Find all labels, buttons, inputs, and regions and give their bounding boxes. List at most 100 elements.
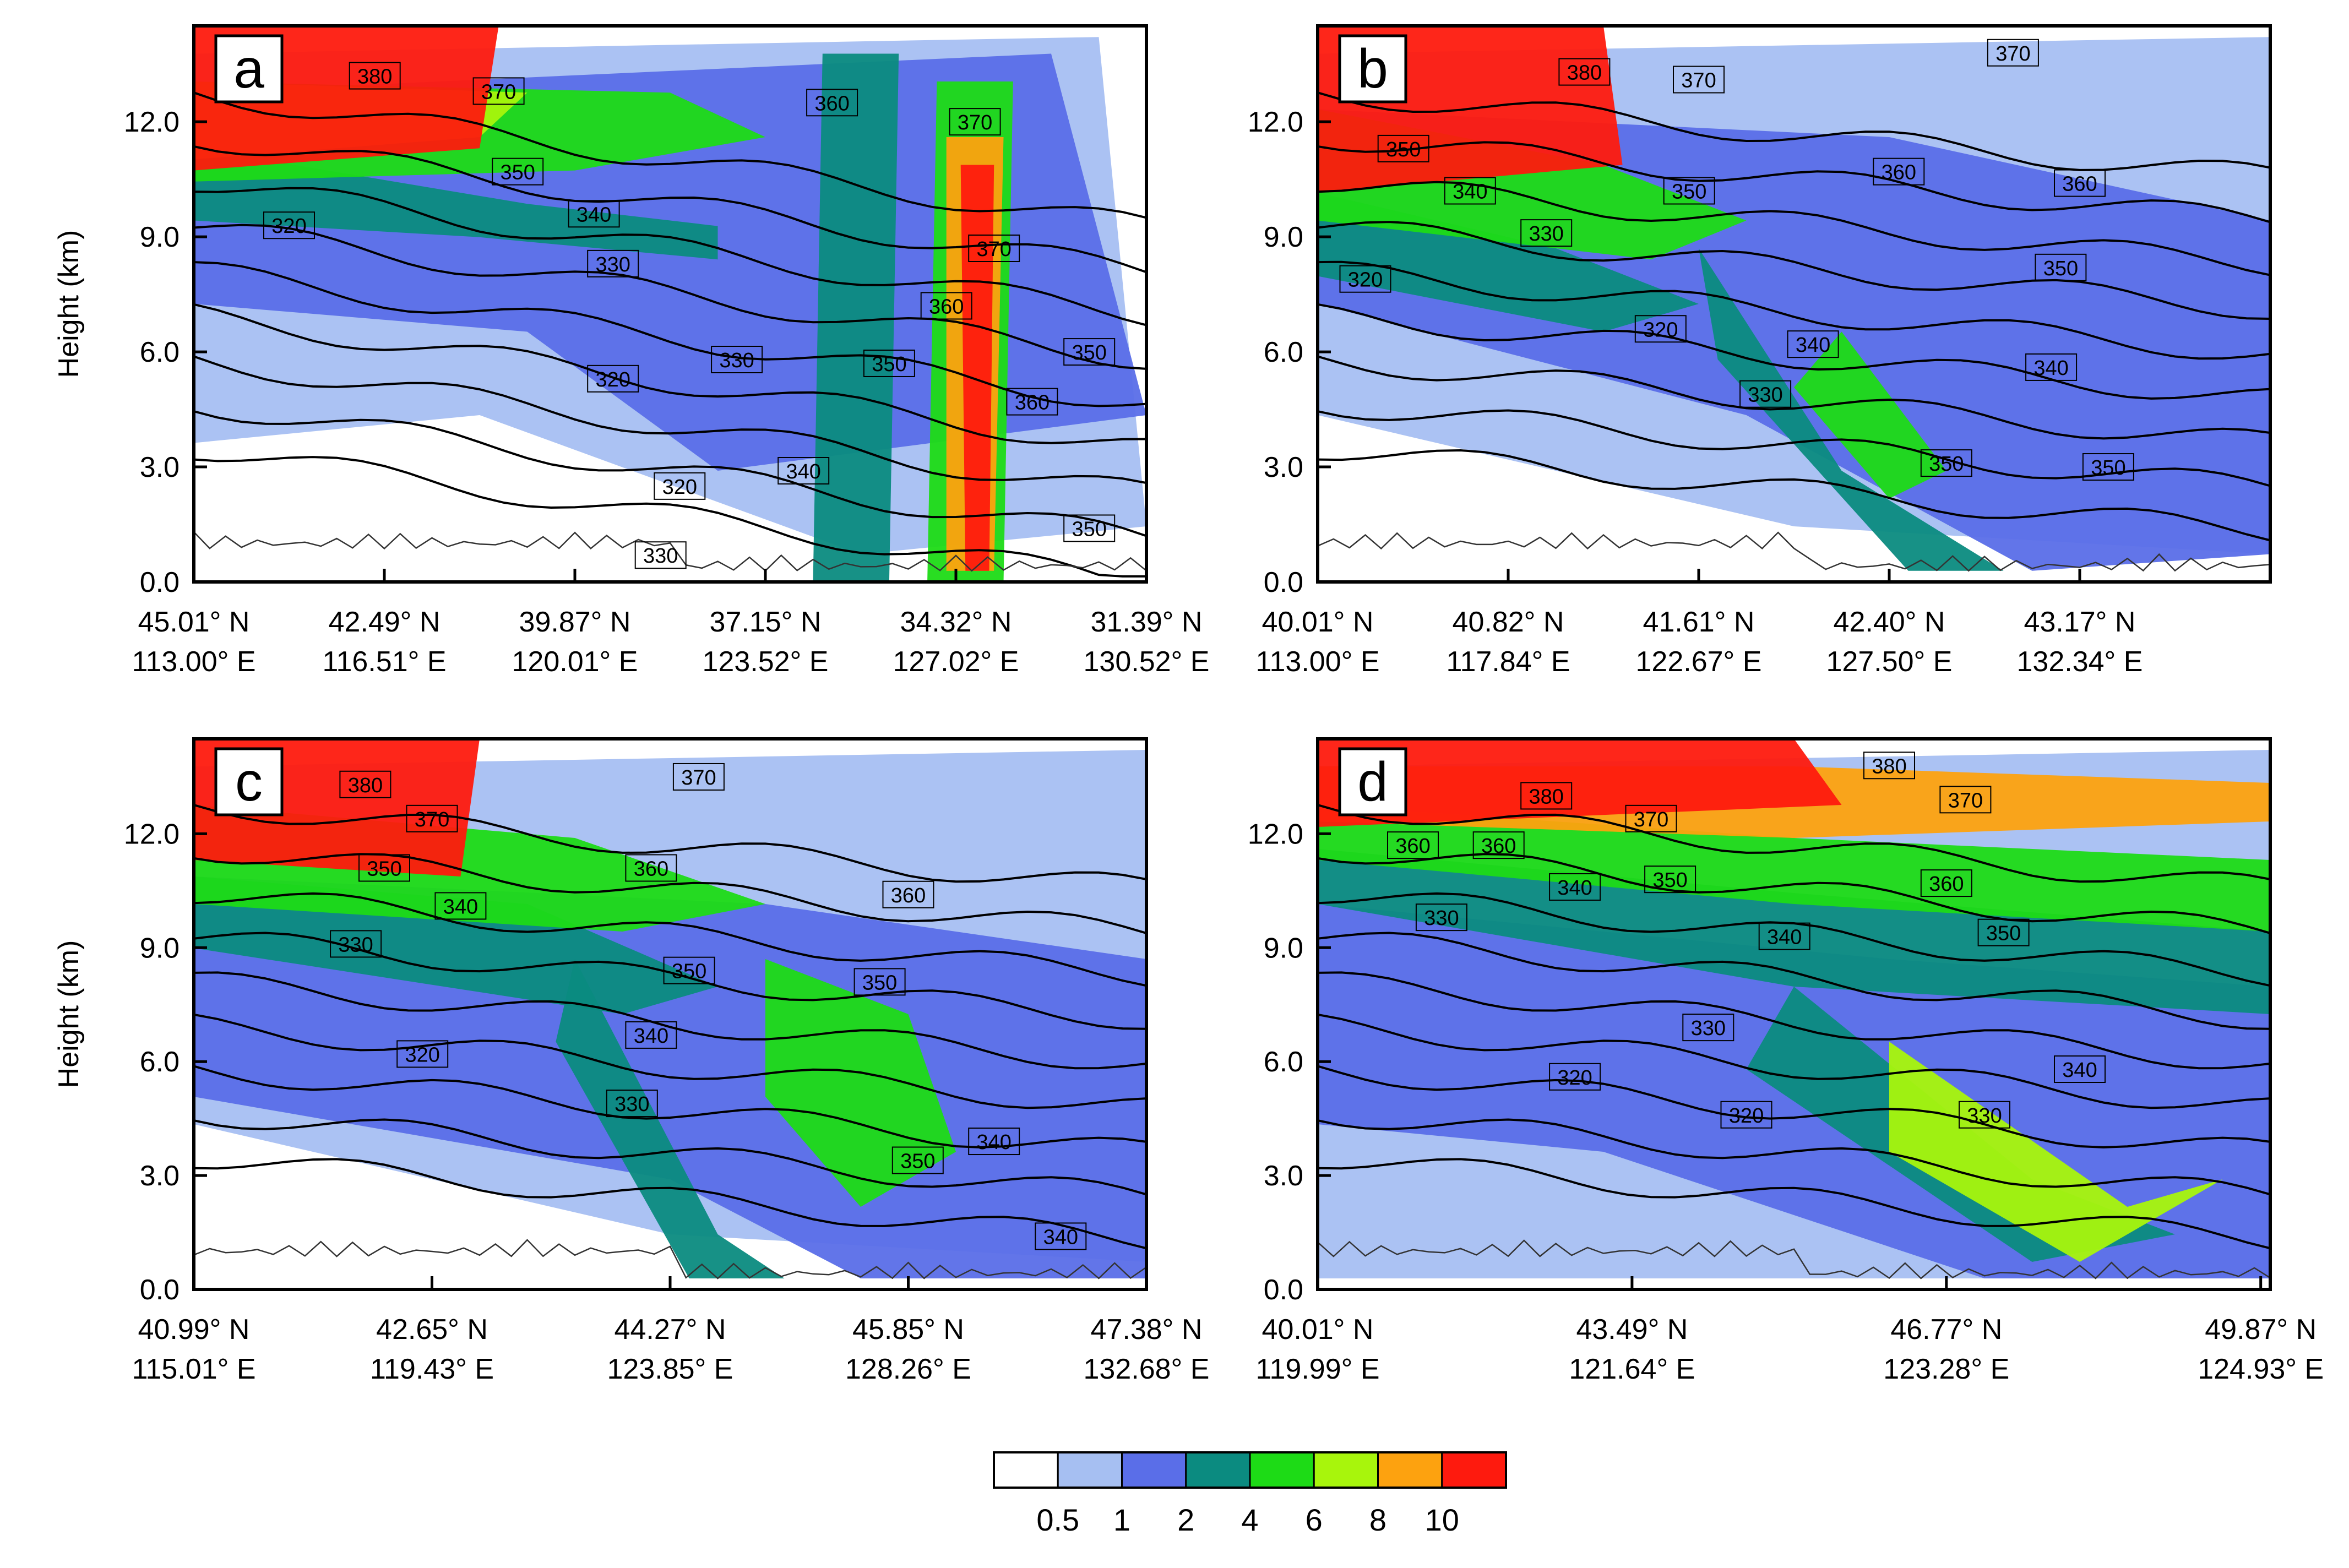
contour-label-box (1673, 66, 1725, 94)
contour-label: 350 (1386, 138, 1421, 161)
contour-label: 330 (1424, 907, 1459, 930)
colorbar-label: 8 (1369, 1502, 1386, 1537)
x-tick-label-lon: 124.93° E (2198, 1353, 2324, 1385)
contour-line (1318, 971, 2270, 1070)
shaded-band (1318, 805, 2270, 932)
x-tick-label-lat: 40.01° N (1262, 606, 1374, 638)
panel-label: c (235, 751, 263, 813)
contour-label: 320 (1643, 318, 1678, 341)
contour-label: 340 (1767, 926, 1802, 949)
contour-label: 330 (595, 253, 630, 276)
y-axis-label: Height (km) (53, 230, 85, 378)
colorbar-swatch (993, 1451, 1059, 1489)
y-tick-label: 0.0 (140, 1274, 180, 1306)
contour-label-box (634, 541, 687, 569)
contour-label: 370 (1948, 789, 1983, 812)
y-tick-label: 12.0 (124, 818, 180, 850)
contour-label: 340 (976, 1131, 1011, 1154)
contour-label-box (568, 200, 620, 228)
y-tick-label: 9.0 (140, 932, 180, 964)
contour-label-box (330, 930, 382, 958)
contour-label: 340 (1796, 334, 1830, 357)
y-tick-label: 0.0 (1264, 1274, 1303, 1306)
x-tick-label-lat: 31.39° N (1091, 606, 1203, 638)
plot-area (1318, 739, 2270, 1289)
x-tick-label-lon: 127.02° E (893, 646, 1019, 678)
contour-label: 350 (1072, 518, 1106, 541)
contour-label-box (1939, 786, 1992, 814)
contour-label-box (654, 472, 706, 500)
y-tick-label: 12.0 (1248, 818, 1303, 850)
panel-d: 380 380 370 370 360 360 340 350 360 330 350 340 330 3… (1248, 737, 2324, 1385)
contour-label: 330 (719, 349, 754, 372)
contour-label-box (1634, 315, 1687, 343)
contour-line (1318, 932, 2270, 1030)
shaded-band (765, 959, 956, 1207)
contour-line (194, 932, 1146, 1030)
contour-label-box (492, 157, 544, 186)
x-tick-label-lat: 45.01° N (138, 606, 250, 638)
contour-label: 350 (2043, 257, 2078, 280)
contour-line (194, 456, 1146, 578)
contour-label-box (1644, 865, 1697, 894)
contour-label: 360 (929, 295, 964, 318)
contour-line (194, 804, 1146, 883)
contour-label: 330 (615, 1093, 649, 1116)
contour-line (194, 853, 1146, 934)
panel-label-box (214, 747, 284, 816)
x-tick-label-lon: 113.00° E (1255, 646, 1379, 678)
contour-label: 330 (338, 933, 373, 956)
contour-label: 370 (976, 238, 1011, 261)
contour-label: 350 (1672, 181, 1706, 204)
contour-label-box (1720, 1101, 1772, 1129)
contour-line (1318, 804, 2270, 883)
colorbar-swatch (1185, 1451, 1251, 1489)
contour-label: 350 (1652, 869, 1687, 892)
colorbar-label: 1 (1113, 1502, 1130, 1537)
x-tick-label-lat: 42.40° N (1834, 606, 1945, 638)
contour-line (1318, 409, 2270, 487)
contour-label-box (1625, 804, 1677, 832)
y-tick-label: 3.0 (1264, 451, 1303, 483)
contour-line (1318, 91, 2270, 171)
contour-label: 360 (1481, 835, 1516, 858)
contour-label-box (1415, 903, 1467, 932)
contour-label: 330 (1529, 222, 1563, 246)
contour-label: 340 (1453, 181, 1487, 204)
contour-label-box (625, 854, 677, 882)
plot-area (1318, 26, 2270, 582)
contour-label-box (663, 956, 715, 984)
x-tick-label-lon: 119.43° E (370, 1353, 494, 1385)
contour-line (1318, 1065, 2270, 1148)
contour-label-box (1959, 1101, 2010, 1129)
contour-line (1318, 1013, 2270, 1109)
contour-label-box (1387, 831, 1439, 859)
contour-label-box (1787, 330, 1839, 358)
contour-label: 370 (1681, 69, 1716, 92)
x-tick-label-lat: 46.77° N (1890, 1314, 2002, 1346)
contour-label-box (2082, 453, 2134, 481)
x-tick-label-lat: 42.49° N (329, 606, 441, 638)
contour-label-box (968, 1128, 1020, 1156)
contour-label-box (2035, 253, 2087, 281)
shaded-band (1699, 248, 2004, 571)
contour-label: 360 (1929, 873, 1964, 896)
panel-label: a (233, 38, 264, 100)
x-tick-label-lat: 39.87° N (519, 606, 631, 638)
contour-line (194, 1118, 1146, 1196)
contour-label-box (863, 349, 915, 377)
contour-line (1318, 1118, 2270, 1196)
contour-label: 370 (481, 80, 516, 104)
colorbar-swatch (1441, 1451, 1507, 1489)
contour-label: 370 (415, 808, 449, 831)
contour-line (194, 1065, 1146, 1148)
panel-label-box (1338, 747, 1407, 816)
contour-label-box (358, 854, 410, 882)
contour-line (1318, 141, 2270, 224)
colorbar-swatch (1313, 1451, 1379, 1489)
x-tick-label-lon: 123.85° E (607, 1353, 733, 1385)
contour-label: 340 (2062, 1059, 2097, 1082)
x-tick-label-lat: 43.49° N (1576, 1314, 1688, 1346)
contour-label-box (625, 1021, 677, 1049)
contour-line (194, 303, 1146, 444)
